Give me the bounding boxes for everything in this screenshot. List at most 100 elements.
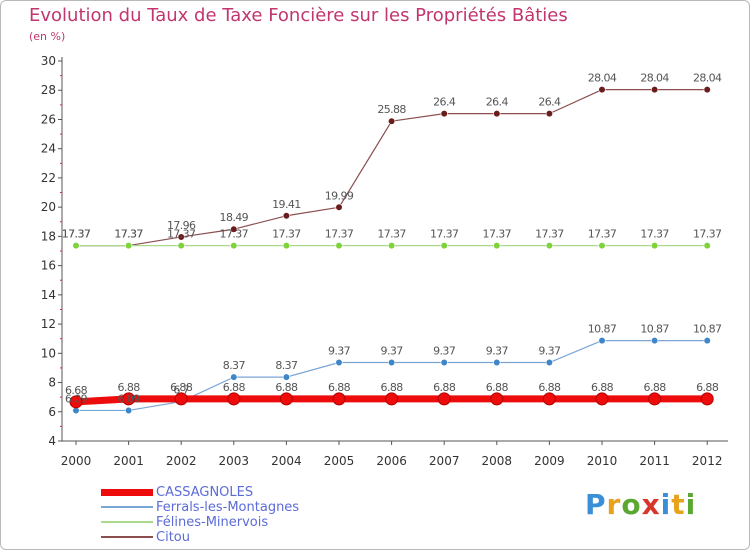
data-label: 17.37 [535,228,564,241]
x-tick-label: 2011 [639,454,670,468]
data-point [700,392,714,406]
legend-swatch [101,521,153,523]
data-label: 17.37 [220,228,249,241]
data-point [177,241,185,250]
data-point [177,233,185,241]
data-point [227,392,241,406]
proxiti-logo: Proxiti [585,488,697,521]
data-point [545,241,554,250]
legend-swatch [101,506,153,508]
y-tick-label: 24 [41,142,56,156]
data-point [598,336,606,345]
legend-label: Ferrals-les-Montagnes [156,500,300,515]
x-tick-label: 2003 [219,454,250,468]
data-label: 6.7 [173,384,189,397]
data-point [490,392,504,406]
data-point [650,336,659,345]
data-label: 10.87 [640,323,669,336]
x-tick-label: 2012 [692,454,723,468]
data-label: 6.88 [644,381,667,394]
data-point [385,392,399,406]
data-point [703,241,711,250]
data-label: 26.4 [486,96,509,109]
y-tick-label: 8 [48,376,56,390]
data-point [440,110,448,118]
data-label: 10.87 [693,323,722,336]
data-point [545,110,554,118]
data-point [335,241,343,250]
data-point [72,241,80,250]
data-label: 17.37 [693,228,722,241]
data-point [335,203,343,211]
data-label: 17.37 [62,228,91,241]
data-label: 6.88 [538,381,561,394]
data-label: 17.37 [62,228,91,241]
data-label: 6.09 [118,392,141,405]
data-label: 17.37 [377,228,406,241]
y-tick-label: 4 [48,434,56,448]
y-tick-label: 16 [41,259,56,273]
data-label: 17.37 [483,228,512,241]
data-label: 17.37 [430,228,459,241]
data-label: 9.37 [538,345,561,358]
data-point [598,86,606,94]
data-point [388,117,396,125]
x-tick-label: 2005 [324,454,355,468]
data-label: 6.68 [65,384,88,397]
data-point [493,110,501,118]
y-tick-label: 12 [41,317,56,331]
data-label: 17.37 [114,228,143,241]
data-label: 18.49 [220,211,249,224]
data-point [124,406,133,415]
data-label: 9.37 [381,345,404,358]
data-label: 6.88 [223,381,246,394]
data-label: 17.37 [588,228,617,241]
data-label: 17.96 [167,219,196,232]
data-point [282,212,291,220]
data-label: 17.37 [640,228,669,241]
data-point [493,241,501,250]
data-label: 9.37 [486,345,509,358]
y-tick-label: 18 [41,229,56,243]
data-label: 19.99 [325,189,354,202]
y-tick-label: 10 [41,346,56,360]
legend-swatch [101,536,153,538]
data-point [648,392,662,406]
data-point [650,241,659,250]
data-label: 8.37 [275,359,298,372]
legend-label: Citou [156,530,190,545]
data-label: 28.04 [640,72,669,85]
legend-label: Félines-Minervois [156,515,269,530]
x-tick-label: 2004 [271,454,302,468]
data-label: 6.88 [170,381,193,394]
data-label: 17.37 [325,228,354,241]
data-point [440,358,448,367]
chart-unit-label: (en %) [29,30,66,43]
data-point [282,373,291,381]
data-point [174,392,188,406]
data-label: 6.88 [275,381,298,394]
data-label: 6.88 [433,381,456,394]
x-tick-label: 2008 [482,454,513,468]
data-point [332,392,346,406]
data-label: 19.41 [272,198,301,211]
data-point [335,358,343,367]
data-label: 26.4 [538,96,561,109]
data-point [650,86,659,94]
data-label: 17.37 [167,228,196,241]
data-label: 6.88 [591,381,614,394]
data-label: 28.04 [693,72,722,85]
data-label: 6.88 [696,381,719,394]
data-point [703,86,711,94]
data-point [545,358,554,367]
data-point [279,392,293,406]
data-label: 28.04 [588,72,617,85]
data-label: 6.88 [118,381,141,394]
legend-swatch [101,489,153,496]
data-label: 10.87 [588,323,617,336]
data-label: 8.37 [223,359,246,372]
x-tick-label: 2001 [113,454,144,468]
legend-label: CASSAGNOLES [156,485,254,500]
y-tick-label: 14 [41,288,56,302]
